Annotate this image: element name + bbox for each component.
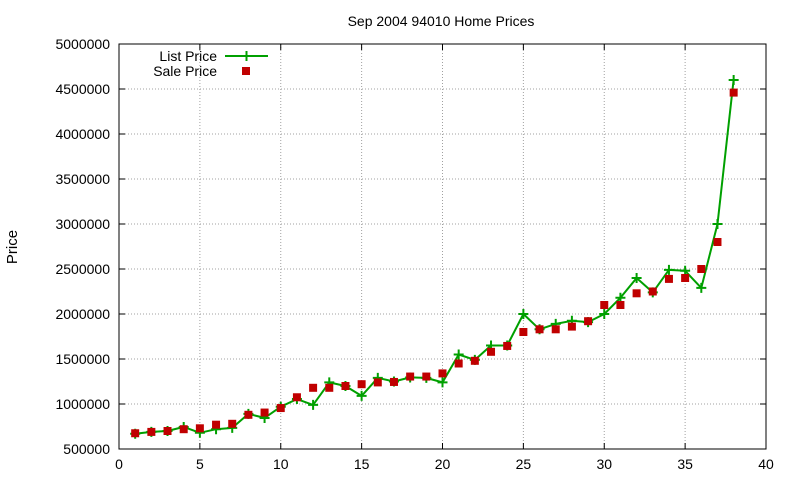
y-axis-label: Price (4, 230, 21, 264)
list-price-point (308, 399, 319, 410)
sale-price-point (309, 383, 318, 392)
grid-lines (119, 44, 766, 449)
y-tick-label: 1500000 (55, 351, 110, 367)
x-tick-label: 35 (677, 456, 693, 472)
y-tick-label: 5000000 (55, 36, 110, 52)
legend-marker-sale-price (242, 67, 250, 75)
sale-price-point (276, 404, 285, 413)
sale-price-point (616, 301, 625, 309)
sale-price-point (470, 356, 479, 365)
list-price-point (518, 309, 529, 319)
sale-price-point (438, 369, 447, 378)
sale-price-point (341, 382, 350, 390)
y-tick-label: 500000 (63, 441, 110, 457)
sale-price-point (600, 301, 609, 309)
x-tick-label: 10 (273, 456, 289, 472)
sale-price-point (551, 325, 560, 334)
sale-price-point (713, 238, 722, 246)
sale-price-point (681, 274, 690, 282)
y-tick-label: 3000000 (55, 216, 110, 232)
sale-price-point (406, 372, 415, 381)
list-price-series (130, 75, 739, 439)
list-price-point (728, 75, 739, 85)
list-price-point (663, 264, 674, 275)
sale-price-point (260, 408, 269, 417)
y-tick-label: 2500000 (55, 261, 110, 277)
sale-price-point (212, 420, 221, 429)
sale-price-point (632, 289, 641, 298)
legend-label-sale-price: Sale Price (153, 63, 217, 79)
x-tick-label: 5 (196, 456, 204, 472)
sale-price-point (228, 419, 237, 428)
y-tick-label: 3500000 (55, 171, 110, 187)
list-price-point (696, 282, 707, 293)
legend-label-list-price: List Price (159, 48, 217, 64)
sale-price-point (454, 359, 463, 368)
sale-price-point (179, 425, 188, 434)
legend: List Price Sale Price (153, 48, 268, 79)
sale-price-point (648, 287, 657, 296)
x-tick-label: 15 (354, 456, 370, 472)
sale-price-point (131, 429, 140, 438)
legend-marker-list-price (241, 51, 252, 61)
sale-price-point (389, 377, 398, 386)
sale-price-series (131, 88, 738, 438)
list-price-point (599, 309, 610, 319)
sale-price-point (357, 380, 366, 389)
list-price-point (437, 377, 448, 388)
list-price-line (135, 79, 735, 435)
sale-price-point (519, 328, 528, 336)
list-price-point (356, 390, 367, 401)
chart-title: Sep 2004 94010 Home Prices (348, 13, 535, 29)
sale-price-point (292, 393, 301, 402)
y-tick-label: 4000000 (55, 126, 110, 142)
sale-price-point (503, 341, 512, 350)
sale-price-point (697, 265, 706, 273)
x-tick-label: 30 (596, 456, 612, 472)
y-tick-label: 4500000 (55, 81, 110, 97)
sale-price-point (584, 317, 593, 326)
axis-ticks: 500000 1000000 1500000 2000000 2500000 300000… (55, 36, 774, 472)
x-tick-label: 0 (115, 456, 123, 472)
x-tick-label: 20 (435, 456, 451, 472)
x-tick-label: 40 (758, 456, 774, 472)
sale-price-point (567, 322, 576, 331)
sale-price-point (195, 424, 204, 433)
list-price-point (631, 273, 642, 283)
sale-price-point (729, 88, 738, 97)
sale-price-point (535, 325, 544, 334)
y-tick-label: 1000000 (55, 396, 110, 412)
y-tick-label: 2000000 (55, 306, 110, 322)
x-tick-label: 25 (516, 456, 532, 472)
sale-price-point (422, 372, 431, 381)
sale-price-point (325, 383, 334, 392)
sale-price-point (487, 347, 496, 356)
plot-frame (118, 43, 767, 450)
sale-price-point (664, 274, 673, 283)
list-price-point (453, 349, 464, 360)
sale-price-point (373, 378, 382, 387)
sale-price-point (147, 427, 156, 436)
sale-price-point (163, 427, 172, 435)
sale-price-point (244, 410, 253, 419)
list-price-point (712, 219, 723, 229)
